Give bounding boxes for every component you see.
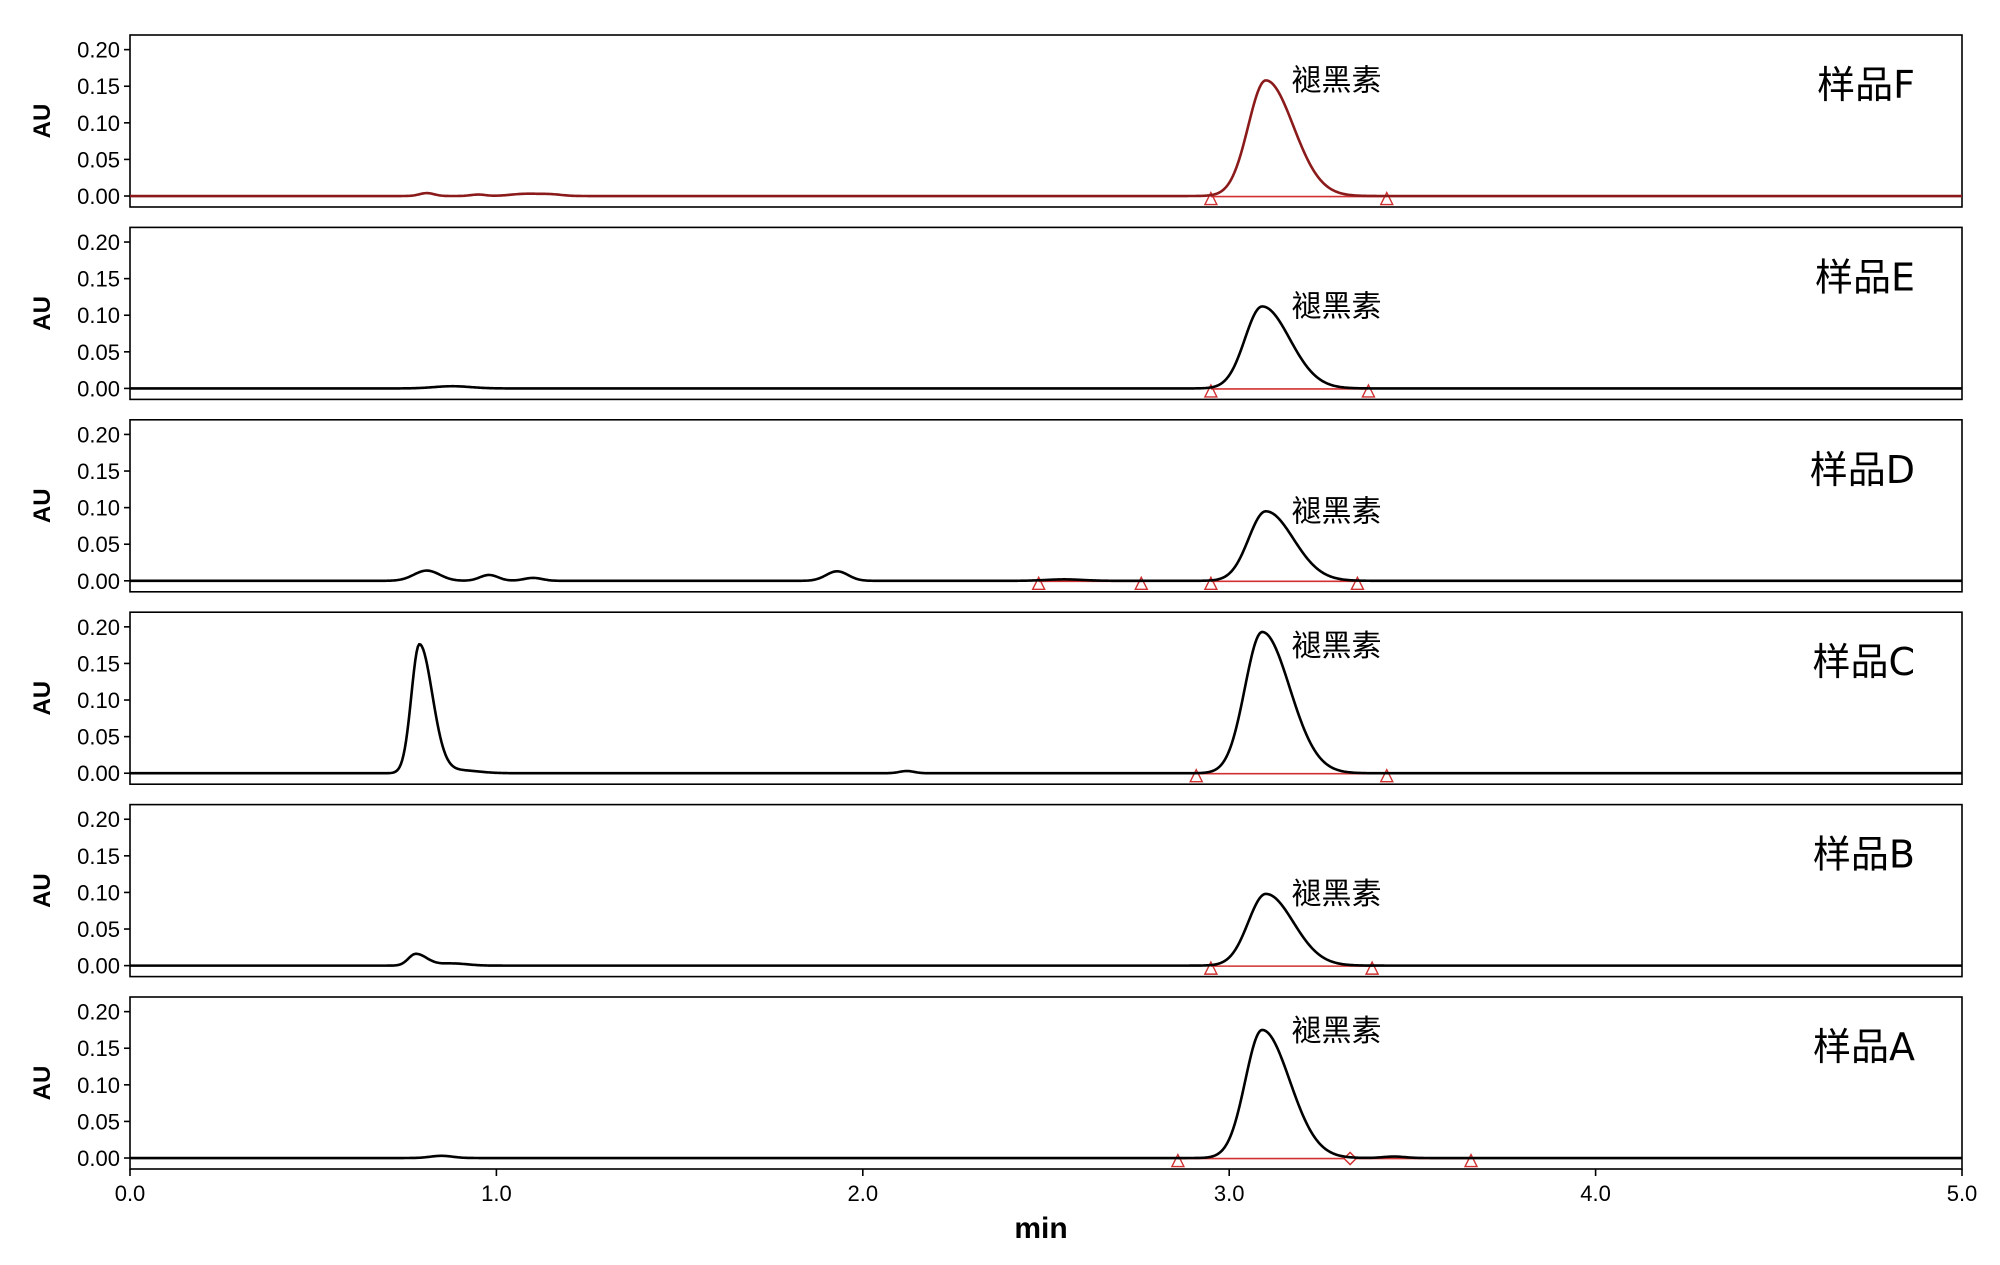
integration-marker <box>1031 575 1046 591</box>
chromatogram-trace <box>130 305 1962 390</box>
y-tick-label: 0.15 <box>77 459 120 484</box>
y-tick-label: 0.10 <box>77 688 120 713</box>
integration-marker <box>1379 190 1394 206</box>
peak-label-melatonin: 褪黑素 <box>1291 289 1381 324</box>
chromatogram-panels: 0.00 0.05 0.10 0.15 0.20 AU 褪黑素 样品F 0.00 0.05 0.10… <box>29 34 1963 1171</box>
integration-marker <box>1350 575 1365 591</box>
y-tick-label: 0.05 <box>77 532 120 557</box>
x-tick-label: 3.0 <box>1214 1181 1245 1206</box>
chromatogram-trace <box>130 79 1962 198</box>
integration-marker <box>1364 960 1380 975</box>
y-tick-label: 0.20 <box>77 38 120 63</box>
y-tick-label: 0.00 <box>77 761 120 786</box>
x-tick-label: 2.0 <box>848 1181 879 1206</box>
y-tick-label: 0.10 <box>77 496 120 521</box>
peak-label-melatonin: 褪黑素 <box>1291 877 1381 912</box>
panel-frame <box>129 418 1963 593</box>
integration-marker <box>1379 768 1394 783</box>
peak-label-melatonin: 褪黑素 <box>1291 494 1381 529</box>
panel-frame <box>129 996 1963 1170</box>
y-tick-label: 0.15 <box>77 651 120 676</box>
sample-label: 样品F <box>1817 63 1915 107</box>
chromatogram-trace <box>130 509 1962 583</box>
panel-sample-d: 0.00 0.05 0.10 0.15 0.20 AU 褪黑素 样品D <box>29 418 1963 594</box>
y-tick-label: 0.00 <box>77 569 120 594</box>
x-tick-label: 4.0 <box>1580 1181 1611 1206</box>
y-tick-label: 0.00 <box>77 1146 120 1171</box>
panel-frame <box>129 803 1963 978</box>
panel-frame <box>129 611 1963 786</box>
chromatogram-trace <box>130 892 1962 967</box>
integration-marker <box>1189 768 1204 783</box>
peak-label-melatonin: 褪黑素 <box>1291 1014 1381 1049</box>
x-axis: 0.0 1.0 2.0 3.0 4.0 5.0 <box>115 1169 1978 1206</box>
y-tick-label: 0.10 <box>77 880 120 905</box>
chromatogram-trace <box>130 1028 1962 1160</box>
integration-marker <box>1203 383 1219 398</box>
y-tick-label: 0.15 <box>77 844 120 869</box>
y-tick-label: 0.10 <box>77 1073 120 1098</box>
y-tick-label: 0.00 <box>77 954 120 979</box>
panel-sample-b: 0.00 0.05 0.10 0.15 0.20 AU 褪黑素 样品B <box>29 803 1963 979</box>
sample-label: 样品D <box>1810 448 1915 492</box>
panel-sample-f: 0.00 0.05 0.10 0.15 0.20 AU 褪黑素 样品F <box>29 34 1963 209</box>
integration-marker <box>1463 1152 1479 1168</box>
integration-marker <box>1203 190 1219 206</box>
y-tick-label: 0.20 <box>77 1000 120 1025</box>
y-tick-label: 0.10 <box>77 303 120 328</box>
x-tick-label: 1.0 <box>481 1181 512 1206</box>
y-tick-label: 0.20 <box>77 807 120 832</box>
y-tick-label: 0.10 <box>77 111 120 136</box>
chromatogram-trace <box>130 630 1962 775</box>
y-tick-label: 0.05 <box>77 917 120 942</box>
sample-label: 样品A <box>1813 1025 1915 1069</box>
y-axis-label: AU <box>29 104 56 139</box>
y-tick-label: 0.15 <box>77 1036 120 1061</box>
x-tick-label: 5.0 <box>1947 1181 1978 1206</box>
x-tick-label: 0.0 <box>115 1181 146 1206</box>
panel-frame <box>129 226 1963 401</box>
y-axis-label: AU <box>29 1066 56 1101</box>
panel-sample-a: 0.00 0.05 0.10 0.15 0.20 AU 褪黑素 样品A <box>29 996 1963 1171</box>
peak-label-melatonin: 褪黑素 <box>1291 63 1381 98</box>
y-axis-label: AU <box>29 488 56 523</box>
integration-marker <box>1134 575 1149 591</box>
y-tick-label: 0.05 <box>77 1109 120 1134</box>
y-tick-label: 0.05 <box>77 725 120 750</box>
integration-marker <box>1203 960 1219 975</box>
y-tick-label: 0.00 <box>77 184 120 209</box>
panel-frame <box>129 34 1963 208</box>
y-tick-label: 0.20 <box>77 615 120 640</box>
sample-label: 样品C <box>1812 640 1915 684</box>
y-tick-label: 0.00 <box>77 376 120 401</box>
sample-label: 样品E <box>1815 255 1915 299</box>
peak-label-melatonin: 褪黑素 <box>1291 629 1381 664</box>
y-tick-label: 0.05 <box>77 147 120 172</box>
sample-label: 样品B <box>1813 833 1915 877</box>
y-tick-label: 0.05 <box>77 340 120 365</box>
y-axis-label: AU <box>29 873 56 908</box>
panel-sample-c: 0.00 0.05 0.10 0.15 0.20 AU 褪黑素 样品C <box>29 611 1963 786</box>
y-tick-label: 0.20 <box>77 422 120 447</box>
y-axis-label: AU <box>29 681 56 716</box>
panel-sample-e: 0.00 0.05 0.10 0.15 0.20 AU 褪黑素 样品E <box>29 226 1963 401</box>
y-tick-label: 0.15 <box>77 267 120 292</box>
integration-marker <box>1203 575 1219 591</box>
x-axis-label: min <box>1014 1212 1067 1245</box>
y-axis-label: AU <box>29 296 56 331</box>
y-tick-label: 0.20 <box>77 230 120 255</box>
integration-marker <box>1170 1152 1186 1168</box>
integration-marker <box>1361 383 1376 398</box>
y-tick-label: 0.15 <box>77 74 120 99</box>
